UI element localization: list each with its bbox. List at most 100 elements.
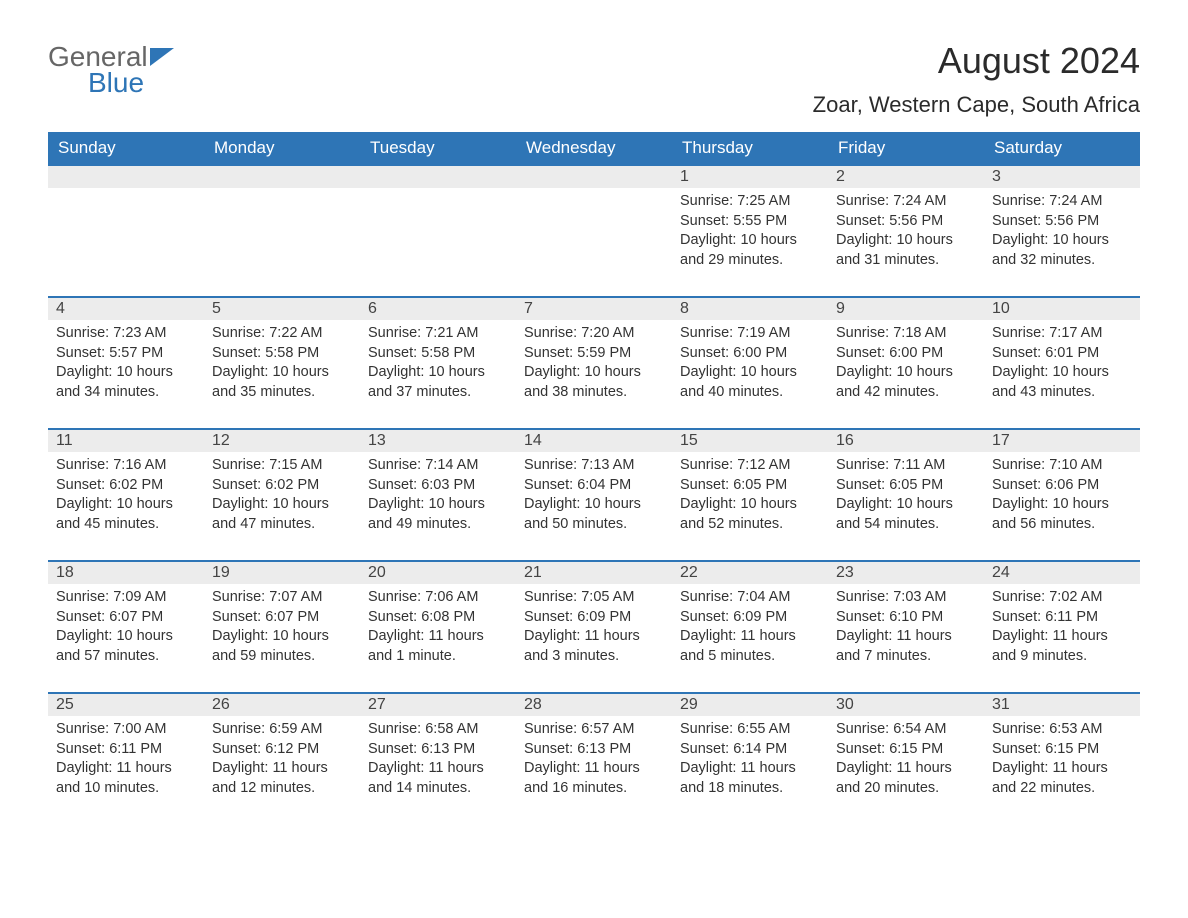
weekday-header: Monday [204, 132, 360, 164]
sunrise-text: Sunrise: 7:09 AM [56, 588, 196, 608]
daylight-text: Daylight: 10 hours and 35 minutes. [212, 363, 352, 402]
day-body: Sunrise: 7:04 AMSunset: 6:09 PMDaylight:… [672, 584, 828, 692]
weekday-header: Thursday [672, 132, 828, 164]
daylight-text: Daylight: 10 hours and 54 minutes. [836, 495, 976, 534]
day-body: Sunrise: 7:15 AMSunset: 6:02 PMDaylight:… [204, 452, 360, 560]
daylight-text: Daylight: 10 hours and 34 minutes. [56, 363, 196, 402]
day-cell: 27Sunrise: 6:58 AMSunset: 6:13 PMDayligh… [360, 692, 516, 824]
day-cell: 1Sunrise: 7:25 AMSunset: 5:55 PMDaylight… [672, 164, 828, 296]
sunset-text: Sunset: 5:57 PM [56, 344, 196, 364]
day-body [204, 188, 360, 296]
daylight-text: Daylight: 10 hours and 56 minutes. [992, 495, 1132, 534]
daylight-text: Daylight: 10 hours and 31 minutes. [836, 231, 976, 270]
day-body [48, 188, 204, 296]
sunset-text: Sunset: 5:58 PM [368, 344, 508, 364]
day-number: 4 [48, 296, 204, 320]
sunrise-text: Sunrise: 7:22 AM [212, 324, 352, 344]
sunrise-text: Sunrise: 7:17 AM [992, 324, 1132, 344]
sunset-text: Sunset: 6:10 PM [836, 608, 976, 628]
day-body: Sunrise: 7:09 AMSunset: 6:07 PMDaylight:… [48, 584, 204, 692]
day-number: 25 [48, 692, 204, 716]
day-body: Sunrise: 6:53 AMSunset: 6:15 PMDaylight:… [984, 716, 1140, 824]
daylight-text: Daylight: 10 hours and 50 minutes. [524, 495, 664, 534]
day-cell: 5Sunrise: 7:22 AMSunset: 5:58 PMDaylight… [204, 296, 360, 428]
day-cell: 30Sunrise: 6:54 AMSunset: 6:15 PMDayligh… [828, 692, 984, 824]
day-number: 11 [48, 428, 204, 452]
day-body: Sunrise: 6:55 AMSunset: 6:14 PMDaylight:… [672, 716, 828, 824]
daylight-text: Daylight: 10 hours and 59 minutes. [212, 627, 352, 666]
day-body: Sunrise: 7:10 AMSunset: 6:06 PMDaylight:… [984, 452, 1140, 560]
sunrise-text: Sunrise: 6:54 AM [836, 720, 976, 740]
sunrise-text: Sunrise: 7:00 AM [56, 720, 196, 740]
weekday-header: Sunday [48, 132, 204, 164]
day-body: Sunrise: 7:06 AMSunset: 6:08 PMDaylight:… [360, 584, 516, 692]
week-row: 1Sunrise: 7:25 AMSunset: 5:55 PMDaylight… [48, 164, 1140, 296]
day-cell: 8Sunrise: 7:19 AMSunset: 6:00 PMDaylight… [672, 296, 828, 428]
sunrise-text: Sunrise: 7:21 AM [368, 324, 508, 344]
daylight-text: Daylight: 10 hours and 37 minutes. [368, 363, 508, 402]
day-cell: 13Sunrise: 7:14 AMSunset: 6:03 PMDayligh… [360, 428, 516, 560]
sunset-text: Sunset: 6:13 PM [524, 740, 664, 760]
sunrise-text: Sunrise: 7:05 AM [524, 588, 664, 608]
day-body: Sunrise: 7:18 AMSunset: 6:00 PMDaylight:… [828, 320, 984, 428]
sunrise-text: Sunrise: 7:11 AM [836, 456, 976, 476]
daylight-text: Daylight: 11 hours and 18 minutes. [680, 759, 820, 798]
day-body: Sunrise: 7:24 AMSunset: 5:56 PMDaylight:… [984, 188, 1140, 296]
weekday-header-row: Sunday Monday Tuesday Wednesday Thursday… [48, 132, 1140, 164]
day-cell: 10Sunrise: 7:17 AMSunset: 6:01 PMDayligh… [984, 296, 1140, 428]
day-cell: 12Sunrise: 7:15 AMSunset: 6:02 PMDayligh… [204, 428, 360, 560]
sunrise-text: Sunrise: 7:15 AM [212, 456, 352, 476]
day-cell: 14Sunrise: 7:13 AMSunset: 6:04 PMDayligh… [516, 428, 672, 560]
sunrise-text: Sunrise: 7:04 AM [680, 588, 820, 608]
day-cell: 29Sunrise: 6:55 AMSunset: 6:14 PMDayligh… [672, 692, 828, 824]
day-number: 1 [672, 164, 828, 188]
daylight-text: Daylight: 10 hours and 29 minutes. [680, 231, 820, 270]
day-body [516, 188, 672, 296]
sunset-text: Sunset: 5:59 PM [524, 344, 664, 364]
week-row: 25Sunrise: 7:00 AMSunset: 6:11 PMDayligh… [48, 692, 1140, 824]
day-body: Sunrise: 7:07 AMSunset: 6:07 PMDaylight:… [204, 584, 360, 692]
daylight-text: Daylight: 11 hours and 7 minutes. [836, 627, 976, 666]
day-number: 2 [828, 164, 984, 188]
day-number: 7 [516, 296, 672, 320]
daylight-text: Daylight: 11 hours and 20 minutes. [836, 759, 976, 798]
day-number [516, 164, 672, 188]
day-cell: 23Sunrise: 7:03 AMSunset: 6:10 PMDayligh… [828, 560, 984, 692]
daylight-text: Daylight: 11 hours and 12 minutes. [212, 759, 352, 798]
sunset-text: Sunset: 6:00 PM [680, 344, 820, 364]
day-cell [516, 164, 672, 296]
day-number: 24 [984, 560, 1140, 584]
day-number [204, 164, 360, 188]
sunrise-text: Sunrise: 7:25 AM [680, 192, 820, 212]
day-body: Sunrise: 6:57 AMSunset: 6:13 PMDaylight:… [516, 716, 672, 824]
day-body [360, 188, 516, 296]
daylight-text: Daylight: 11 hours and 3 minutes. [524, 627, 664, 666]
weekday-header: Wednesday [516, 132, 672, 164]
day-body: Sunrise: 7:17 AMSunset: 6:01 PMDaylight:… [984, 320, 1140, 428]
day-number: 13 [360, 428, 516, 452]
sunset-text: Sunset: 5:56 PM [992, 212, 1132, 232]
day-number: 27 [360, 692, 516, 716]
day-number: 31 [984, 692, 1140, 716]
day-body: Sunrise: 7:16 AMSunset: 6:02 PMDaylight:… [48, 452, 204, 560]
day-number: 21 [516, 560, 672, 584]
day-number: 28 [516, 692, 672, 716]
day-body: Sunrise: 7:22 AMSunset: 5:58 PMDaylight:… [204, 320, 360, 428]
sunset-text: Sunset: 6:09 PM [524, 608, 664, 628]
day-body: Sunrise: 7:05 AMSunset: 6:09 PMDaylight:… [516, 584, 672, 692]
sunset-text: Sunset: 6:02 PM [56, 476, 196, 496]
day-body: Sunrise: 7:23 AMSunset: 5:57 PMDaylight:… [48, 320, 204, 428]
sunrise-text: Sunrise: 6:58 AM [368, 720, 508, 740]
day-number: 15 [672, 428, 828, 452]
sunrise-text: Sunrise: 7:13 AM [524, 456, 664, 476]
day-number: 16 [828, 428, 984, 452]
day-number: 12 [204, 428, 360, 452]
logo-mark-icon [150, 48, 174, 66]
sunset-text: Sunset: 5:58 PM [212, 344, 352, 364]
day-cell: 6Sunrise: 7:21 AMSunset: 5:58 PMDaylight… [360, 296, 516, 428]
sunset-text: Sunset: 6:11 PM [992, 608, 1132, 628]
day-body: Sunrise: 7:11 AMSunset: 6:05 PMDaylight:… [828, 452, 984, 560]
day-cell: 24Sunrise: 7:02 AMSunset: 6:11 PMDayligh… [984, 560, 1140, 692]
day-cell: 4Sunrise: 7:23 AMSunset: 5:57 PMDaylight… [48, 296, 204, 428]
day-cell [360, 164, 516, 296]
